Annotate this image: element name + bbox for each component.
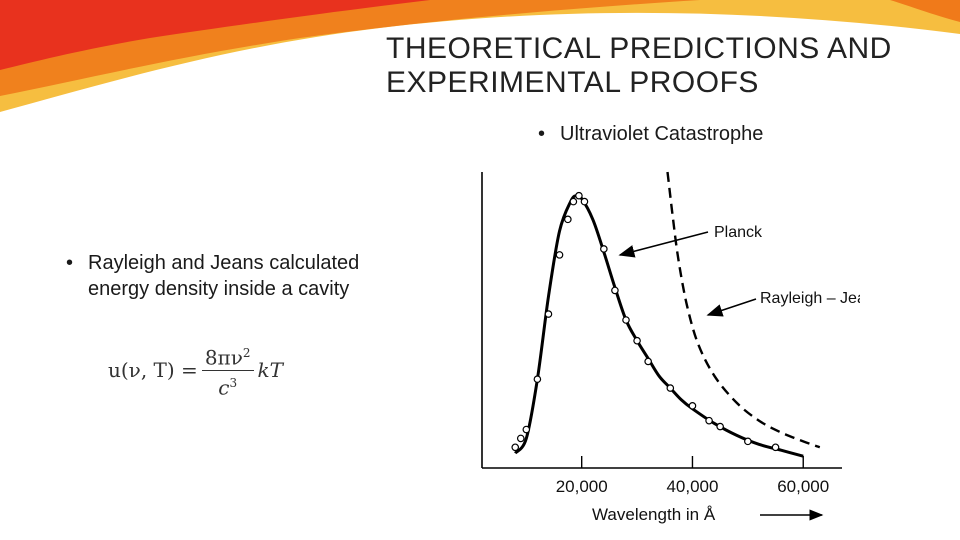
data-point-marker xyxy=(666,384,675,392)
chart-data-points xyxy=(511,191,780,452)
data-point-marker xyxy=(611,286,619,295)
data-point-marker xyxy=(564,215,572,224)
chart-series xyxy=(514,171,821,458)
title-line-2: EXPERIMENTAL PROOFS xyxy=(386,66,759,99)
data-point-marker xyxy=(555,251,564,259)
data-point-marker xyxy=(533,375,542,384)
data-point-marker xyxy=(716,422,724,431)
formula-denominator: c3 xyxy=(218,375,238,400)
formula-rhs: kT xyxy=(257,358,283,382)
rayleigh-jeans-annotation-label: Rayleigh – Jeans xyxy=(760,290,860,307)
rayleigh-jeans-formula: u(ν, T) = 8πν2 c3 kT xyxy=(108,340,283,400)
chart-labels: 20,000 40,000 60,000 Wavelength in Å Planck R… xyxy=(556,224,860,524)
formula-numerator: 8πν2 xyxy=(201,341,254,371)
data-point-marker xyxy=(544,310,553,318)
chart-axes xyxy=(481,172,842,469)
rayleigh-jeans-curve xyxy=(666,171,821,449)
data-point-marker xyxy=(705,416,713,425)
rayleigh-jeans-annotation-arrow xyxy=(706,298,757,317)
data-point-marker xyxy=(622,316,630,324)
data-point-marker xyxy=(516,434,525,443)
slide-title: THEORETICAL PREDICTIONS AND EXPERIMENTAL… xyxy=(386,32,946,100)
data-point-marker xyxy=(600,245,608,253)
data-point-marker xyxy=(744,437,752,446)
x-tick-label: 40,000 xyxy=(666,477,718,496)
planck-annotation-arrow xyxy=(618,231,709,258)
data-point-marker xyxy=(633,336,641,345)
title-line-1: THEORETICAL PREDICTIONS AND xyxy=(386,32,892,65)
x-axis-label: Wavelength in Å xyxy=(592,505,716,524)
x-tick-label: 60,000 xyxy=(777,477,829,496)
formula-lhs: u(ν, T) = xyxy=(108,358,198,382)
data-point-marker xyxy=(569,197,578,206)
data-point-marker xyxy=(511,443,520,452)
x-tick-label: 20,000 xyxy=(556,477,608,496)
data-point-marker xyxy=(771,443,780,452)
data-point-marker xyxy=(575,191,583,200)
planck-annotation-label: Planck xyxy=(714,224,763,241)
data-point-marker xyxy=(522,425,531,434)
bullet-ultraviolet-catastrophe: Ultraviolet Catastrophe xyxy=(538,121,763,147)
data-point-marker xyxy=(580,197,589,206)
data-point-marker xyxy=(688,402,697,410)
bullet-rayleigh-jeans: Rayleigh and Jeans calculated energy den… xyxy=(66,250,378,302)
data-point-marker xyxy=(644,357,652,366)
blackbody-spectrum-chart: 20,000 40,000 60,000 Wavelength in Å Planck R… xyxy=(481,171,860,524)
formula-fraction: 8πν2 c3 xyxy=(201,341,254,400)
decorative-swoosh-banner xyxy=(0,0,960,112)
